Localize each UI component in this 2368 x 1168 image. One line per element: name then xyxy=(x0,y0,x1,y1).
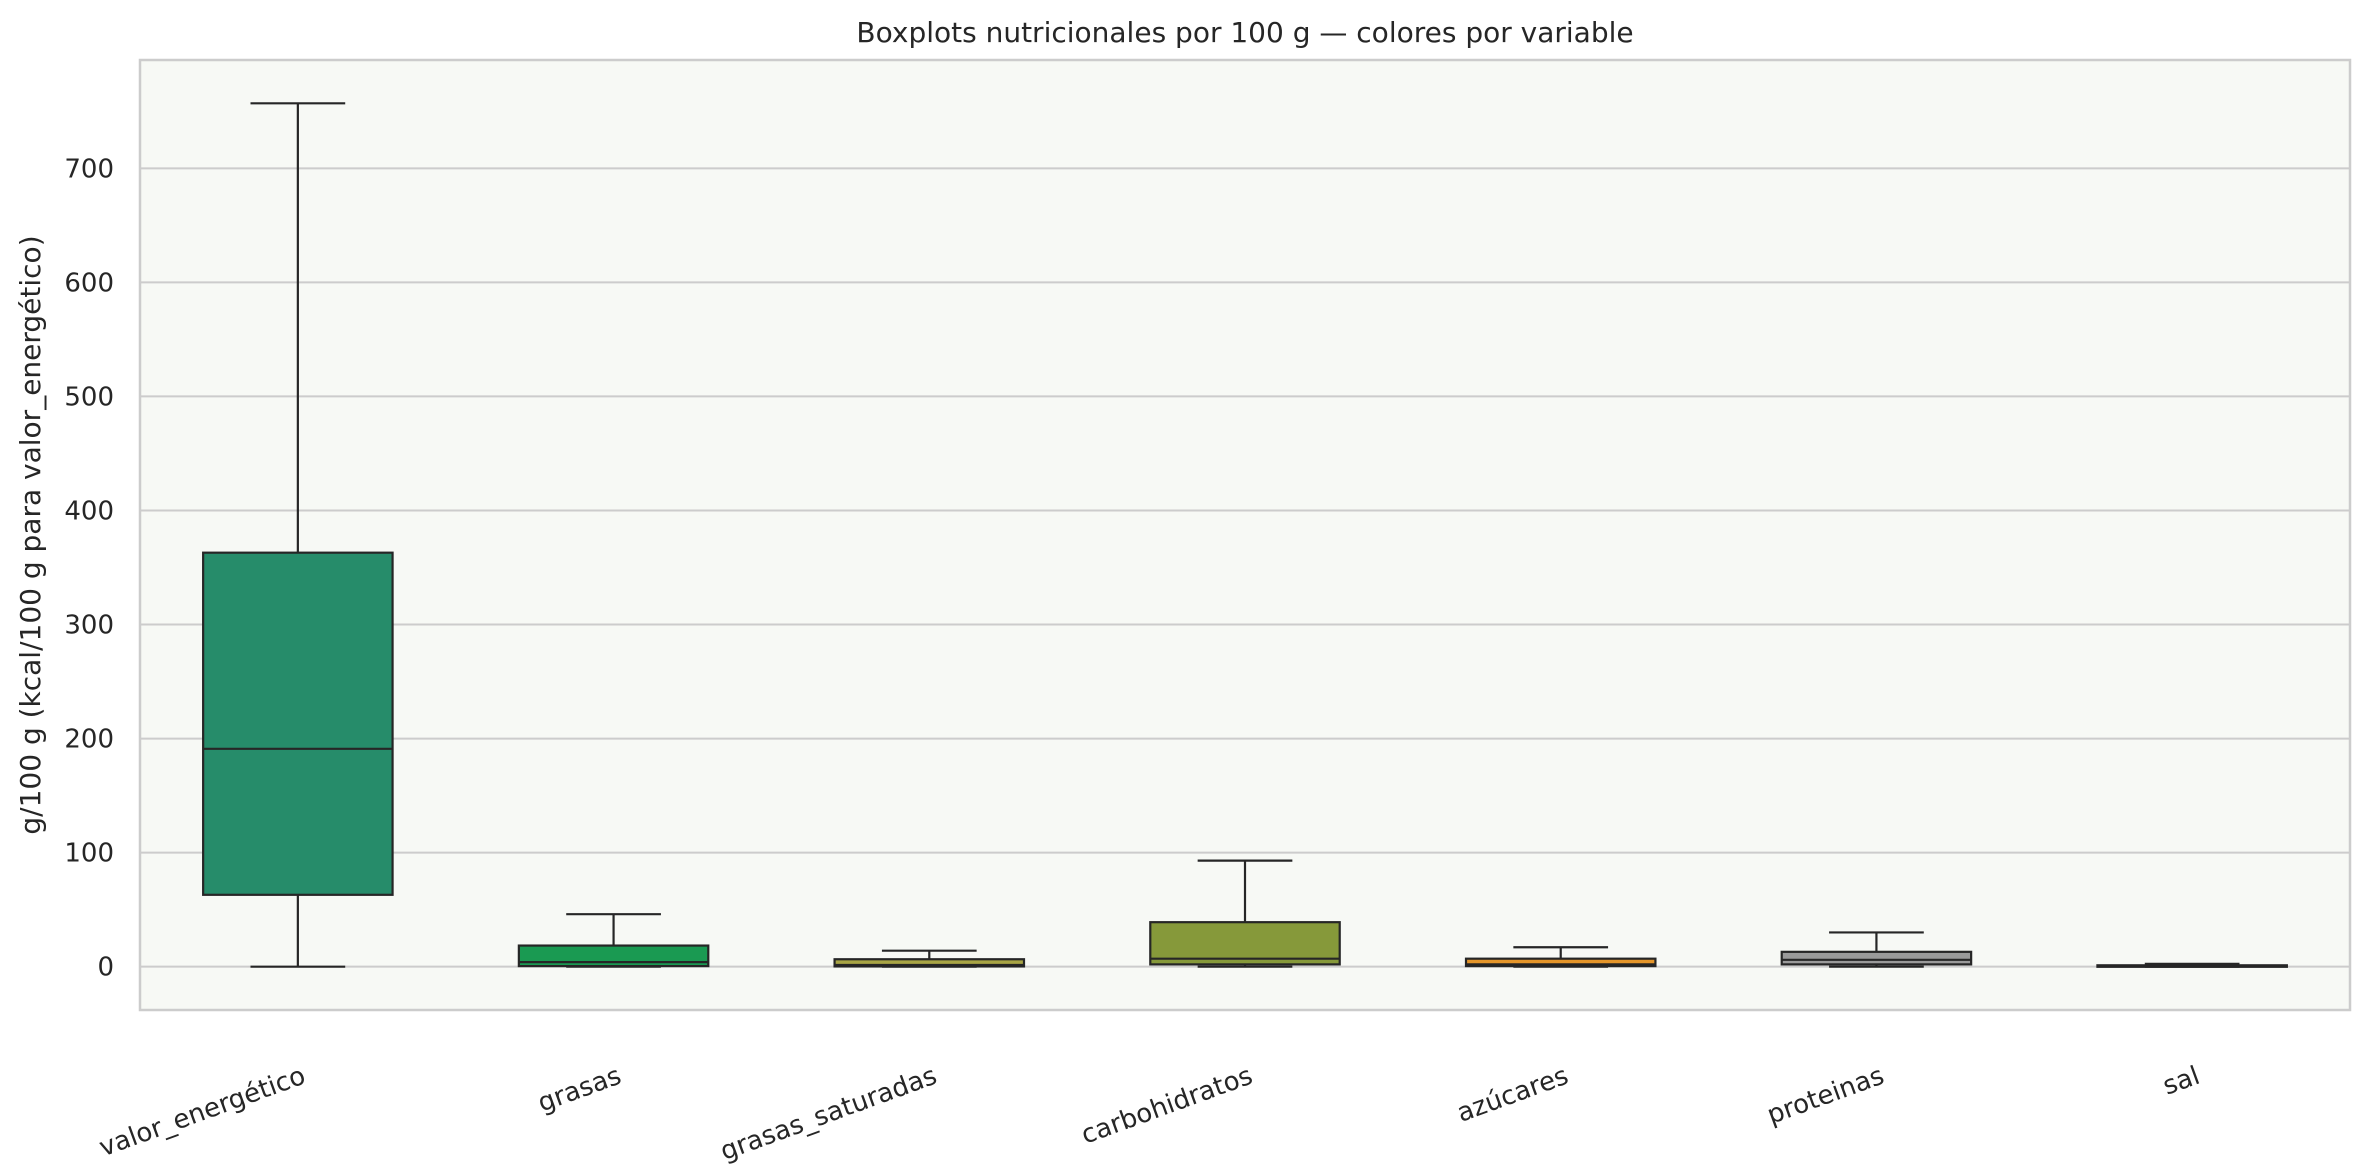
y-tick-label: 500 xyxy=(64,382,114,412)
box-group xyxy=(2096,962,2288,968)
box-body xyxy=(1780,950,1973,966)
y-tick-label: 300 xyxy=(64,611,114,641)
y-tick-label: 0 xyxy=(97,953,114,983)
box-group xyxy=(517,913,710,968)
plot-frame xyxy=(138,58,2352,1012)
box-group xyxy=(833,949,1026,968)
box-body xyxy=(202,551,394,896)
chart-title: Boxplots nutricionales por 100 g — color… xyxy=(856,16,1633,49)
y-tick-label: 200 xyxy=(64,725,114,755)
y-tick-label: 400 xyxy=(64,496,114,526)
y-tick-label: 600 xyxy=(64,268,114,298)
box-body xyxy=(1149,921,1341,966)
y-tick-labels: 0 100 200 300 400 500 600 700 xyxy=(64,154,114,982)
box-group xyxy=(1149,859,1341,968)
box-body xyxy=(517,944,710,968)
y-tick-label: 700 xyxy=(64,154,114,184)
box-body xyxy=(833,958,1026,968)
box-body xyxy=(1464,957,1657,968)
boxes xyxy=(202,102,2288,968)
box-group xyxy=(1464,946,1657,968)
y-tick-label: 100 xyxy=(64,839,114,869)
y-axis-label: g/100 g (kcal/100 g para valor_energétic… xyxy=(14,235,47,834)
box-group xyxy=(202,102,394,968)
grid-lines xyxy=(140,167,2350,968)
box-group xyxy=(1780,931,1973,968)
